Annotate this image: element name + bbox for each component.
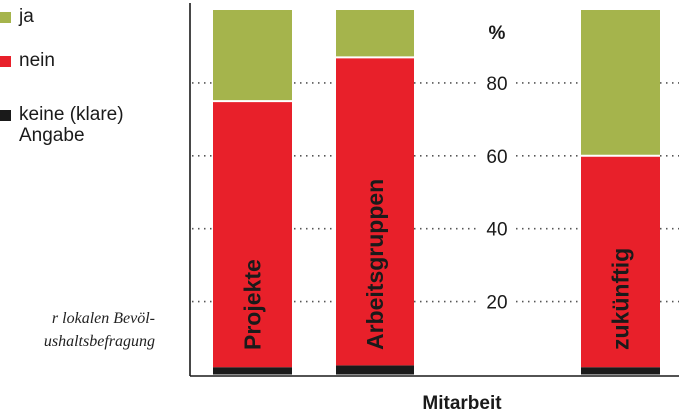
y-tick-label-60: 60 [486,147,507,168]
y-tick-bg-20 [480,290,514,313]
y-tick-bg-60 [480,144,514,167]
legend-label-keine-angabe: keine (klare) Angabe [19,104,124,146]
caption-line-1: r lokalen Bevöl- [51,310,155,327]
y-tick-bg-40 [480,217,514,240]
y-tick-label-20: 20 [486,293,507,314]
bar-segment-projekte-keine-klare-angabe [213,367,292,375]
x-axis-title: Mitarbeit [422,393,502,414]
legend-item-ja: ja [0,6,34,27]
bar-segment-arbeitsgruppen-ja [336,10,414,58]
bar-segment-arbeitsgruppen-keine-klare-angabe [336,365,414,375]
legend-label-ja: ja [19,6,34,27]
caption-line-2: ushaltsbefragung [43,333,155,350]
legend-swatch-keine-angabe [0,110,11,121]
legend-swatch-nein [0,56,11,67]
y-tick-bg-80 [480,71,514,94]
y-tick-label-80: 80 [486,74,507,95]
category-label-zukuenftig: zukünftig [608,248,634,350]
category-label-projekte: Projekte [240,259,266,350]
y-tick-label-40: 40 [486,220,507,241]
bar-segment-arbeitsgruppen-nein [336,57,414,366]
category-label-arbeitsgruppen: Arbeitsgruppen [362,179,388,350]
bar-segment-zukuenftig-nein [581,155,660,368]
legend-item-nein: nein [0,50,55,71]
bar-segment-projekte-ja [213,10,292,102]
bar-segment-zukuenftig-keine-klare-angabe [581,367,660,375]
legend-swatch-ja [0,12,11,23]
y-axis-unit-label: % [489,23,506,44]
legend-label-nein: nein [19,50,55,71]
bar-segment-zukuenftig-ja [581,10,660,156]
legend-item-keine-angabe: keine (klare) Angabe [0,104,169,146]
bar-segment-projekte-nein [213,101,292,368]
